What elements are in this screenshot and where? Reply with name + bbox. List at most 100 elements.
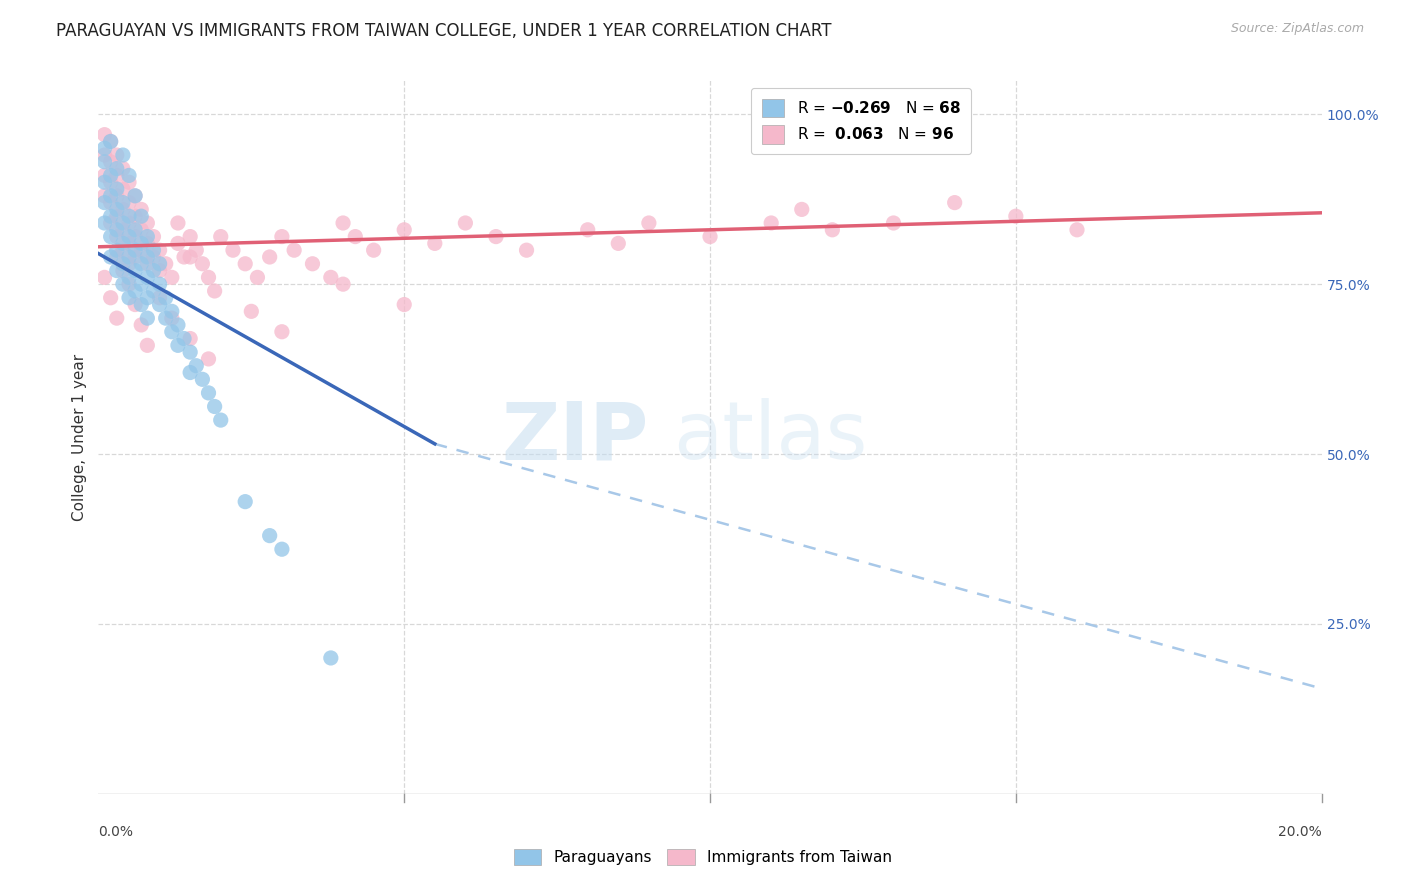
- Point: [149, 243, 172, 257]
- Point: [1004, 209, 1026, 223]
- Point: [124, 263, 146, 277]
- Point: [759, 216, 782, 230]
- Point: [344, 229, 367, 244]
- Point: [111, 263, 134, 277]
- Point: [167, 338, 190, 352]
- Point: [118, 236, 141, 251]
- Point: [100, 135, 122, 149]
- Point: [124, 250, 146, 264]
- Point: [142, 229, 165, 244]
- Point: [392, 223, 416, 237]
- Point: [179, 332, 201, 346]
- Point: [100, 169, 122, 183]
- Point: [283, 243, 305, 257]
- Point: [124, 297, 146, 311]
- Point: [129, 236, 152, 251]
- Point: [124, 189, 146, 203]
- Point: [259, 528, 281, 542]
- Point: [93, 169, 115, 183]
- Y-axis label: College, Under 1 year: College, Under 1 year: [72, 353, 87, 521]
- Text: 0.0%: 0.0%: [98, 825, 134, 839]
- Point: [111, 243, 134, 257]
- Point: [136, 216, 159, 230]
- Point: [319, 270, 342, 285]
- Point: [209, 229, 232, 244]
- Point: [197, 270, 219, 285]
- Point: [100, 209, 122, 223]
- Point: [222, 243, 245, 257]
- Text: PARAGUAYAN VS IMMIGRANTS FROM TAIWAN COLLEGE, UNDER 1 YEAR CORRELATION CHART: PARAGUAYAN VS IMMIGRANTS FROM TAIWAN COL…: [56, 22, 832, 40]
- Point: [100, 250, 122, 264]
- Point: [118, 250, 141, 264]
- Point: [93, 195, 115, 210]
- Point: [160, 304, 183, 318]
- Point: [943, 195, 966, 210]
- Point: [699, 229, 721, 244]
- Point: [111, 202, 134, 217]
- Point: [129, 243, 152, 257]
- Point: [319, 651, 342, 665]
- Point: [301, 257, 323, 271]
- Point: [100, 229, 122, 244]
- Point: [454, 216, 477, 230]
- Point: [332, 277, 354, 292]
- Point: [118, 175, 141, 189]
- Point: [105, 250, 128, 264]
- Point: [124, 189, 146, 203]
- Point: [111, 148, 134, 162]
- Point: [197, 385, 219, 400]
- Point: [136, 236, 159, 251]
- Point: [111, 257, 134, 271]
- Point: [118, 257, 141, 271]
- Legend: Paraguayans, Immigrants from Taiwan: Paraguayans, Immigrants from Taiwan: [508, 843, 898, 871]
- Point: [111, 195, 134, 210]
- Point: [105, 209, 128, 223]
- Legend: R = $\mathbf{-0.269}$   N = $\mathbf{68}$, R =  $\mathbf{0.063}$   N = $\mathbf{: R = $\mathbf{-0.269}$ N = $\mathbf{68}$,…: [751, 88, 972, 154]
- Point: [136, 291, 159, 305]
- Point: [233, 257, 256, 271]
- Point: [136, 257, 159, 271]
- Point: [160, 325, 183, 339]
- Point: [100, 175, 122, 189]
- Text: 20.0%: 20.0%: [1278, 825, 1322, 839]
- Point: [93, 175, 115, 189]
- Point: [124, 209, 146, 223]
- Point: [142, 263, 165, 277]
- Point: [179, 345, 201, 359]
- Point: [173, 250, 195, 264]
- Point: [149, 277, 172, 292]
- Point: [821, 223, 844, 237]
- Point: [186, 359, 208, 373]
- Point: [142, 250, 165, 264]
- Point: [883, 216, 905, 230]
- Point: [111, 161, 134, 176]
- Text: Source: ZipAtlas.com: Source: ZipAtlas.com: [1230, 22, 1364, 36]
- Point: [129, 209, 152, 223]
- Point: [124, 243, 146, 257]
- Point: [270, 325, 292, 339]
- Point: [118, 277, 141, 292]
- Point: [136, 338, 159, 352]
- Point: [105, 202, 128, 217]
- Point: [179, 229, 201, 244]
- Point: [111, 182, 134, 196]
- Point: [100, 291, 122, 305]
- Point: [118, 229, 141, 244]
- Point: [191, 372, 214, 386]
- Point: [1066, 223, 1088, 237]
- Point: [155, 311, 177, 326]
- Point: [100, 135, 122, 149]
- Point: [118, 209, 141, 223]
- Point: [105, 148, 128, 162]
- Point: [485, 229, 508, 244]
- Point: [93, 270, 115, 285]
- Point: [129, 318, 152, 332]
- Point: [105, 182, 128, 196]
- Point: [105, 189, 128, 203]
- Point: [105, 169, 128, 183]
- Point: [160, 311, 183, 326]
- Point: [142, 284, 165, 298]
- Point: [332, 216, 354, 230]
- Point: [118, 195, 141, 210]
- Point: [270, 542, 292, 557]
